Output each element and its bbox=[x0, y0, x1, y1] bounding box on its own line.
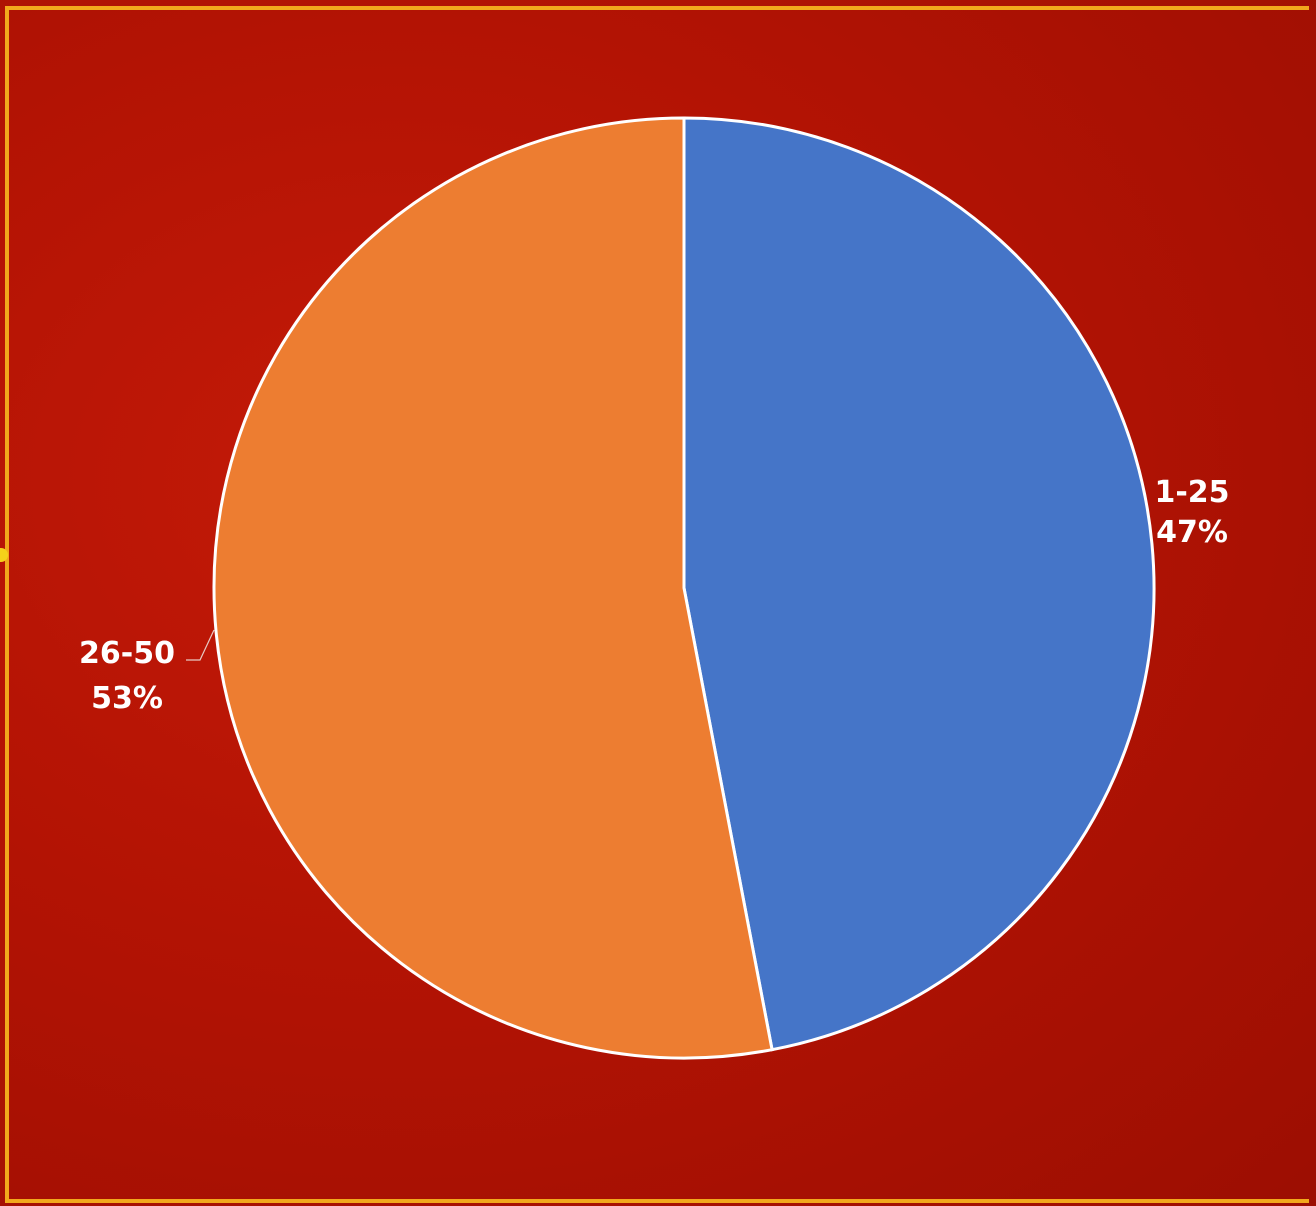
pie-slices bbox=[212, 116, 1156, 1060]
pie-slice-1-25 bbox=[682, 116, 1156, 1052]
frame-marker bbox=[0, 548, 8, 562]
pie-slice-26-50 bbox=[212, 116, 774, 1060]
slice-label-category-2: 26-50 bbox=[79, 636, 175, 671]
page-frame bbox=[5, 6, 1309, 1203]
slice-label-category-1: 1-25 bbox=[1154, 475, 1229, 510]
slice-label-percent-2: 53% bbox=[91, 681, 163, 716]
slice-label-percent-1: 47% bbox=[1156, 515, 1228, 550]
leader-lines bbox=[186, 629, 215, 661]
leader-line-26-50 bbox=[186, 629, 215, 661]
